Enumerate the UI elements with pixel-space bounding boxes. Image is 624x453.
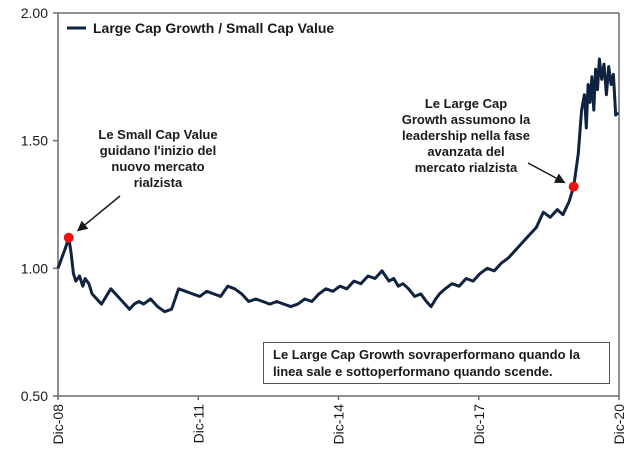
axes (57, 12, 620, 397)
annotation-text-line: Growth assumono la (402, 112, 531, 127)
note-line-2: linea sale e sottoperformano quando scen… (273, 364, 553, 379)
annotation-text-line: avanzata del (427, 144, 504, 159)
legend: Large Cap Growth / Small Cap Value (67, 20, 334, 36)
y-tick-label: 2.00 (21, 5, 48, 21)
legend-label: Large Cap Growth / Small Cap Value (93, 20, 334, 36)
series-layer (56, 57, 620, 314)
x-tick-label: Dic-20 (611, 404, 624, 445)
note-line-1: Le Large Cap Growth sovraperformano quan… (273, 347, 580, 362)
marker-layer (63, 181, 579, 243)
highlight-marker-leadership-change (568, 181, 579, 192)
y-ticks: 0.50 1.00 1.50 2.00 (21, 5, 58, 404)
x-tick-label: Dic-11 (190, 404, 206, 444)
annotation-text-line: rialzista (134, 175, 183, 190)
annotation-text-line: nuovo mercato (111, 159, 204, 174)
annotation-arrow (76, 195, 121, 232)
annotation-arrow (527, 162, 566, 184)
annotation-text-line: Le Small Cap Value (98, 127, 217, 142)
highlight-marker-start-peak (63, 232, 74, 243)
explanation-note-box: Le Large Cap Growth sovraperformano quan… (263, 342, 610, 384)
x-tick-label: Dic-14 (331, 404, 347, 445)
y-tick-label: 0.50 (21, 388, 48, 404)
annotation-text-line: mercato rialzista (415, 160, 518, 175)
series-line (56, 57, 620, 314)
annotation-text-line: leadership nella fase (402, 128, 530, 143)
x-tick-label: Dic-17 (471, 404, 487, 445)
x-ticks: Dic-08 Dic-11 Dic-14 Dic-17 Dic-20 (50, 396, 624, 444)
x-tick-label: Dic-08 (50, 404, 66, 445)
annotation-text-line: Le Large Cap (425, 96, 507, 111)
annotation-text-line: guidano l'inizio del (100, 143, 216, 158)
y-tick-label: 1.00 (21, 260, 48, 276)
y-tick-label: 1.50 (21, 133, 48, 149)
